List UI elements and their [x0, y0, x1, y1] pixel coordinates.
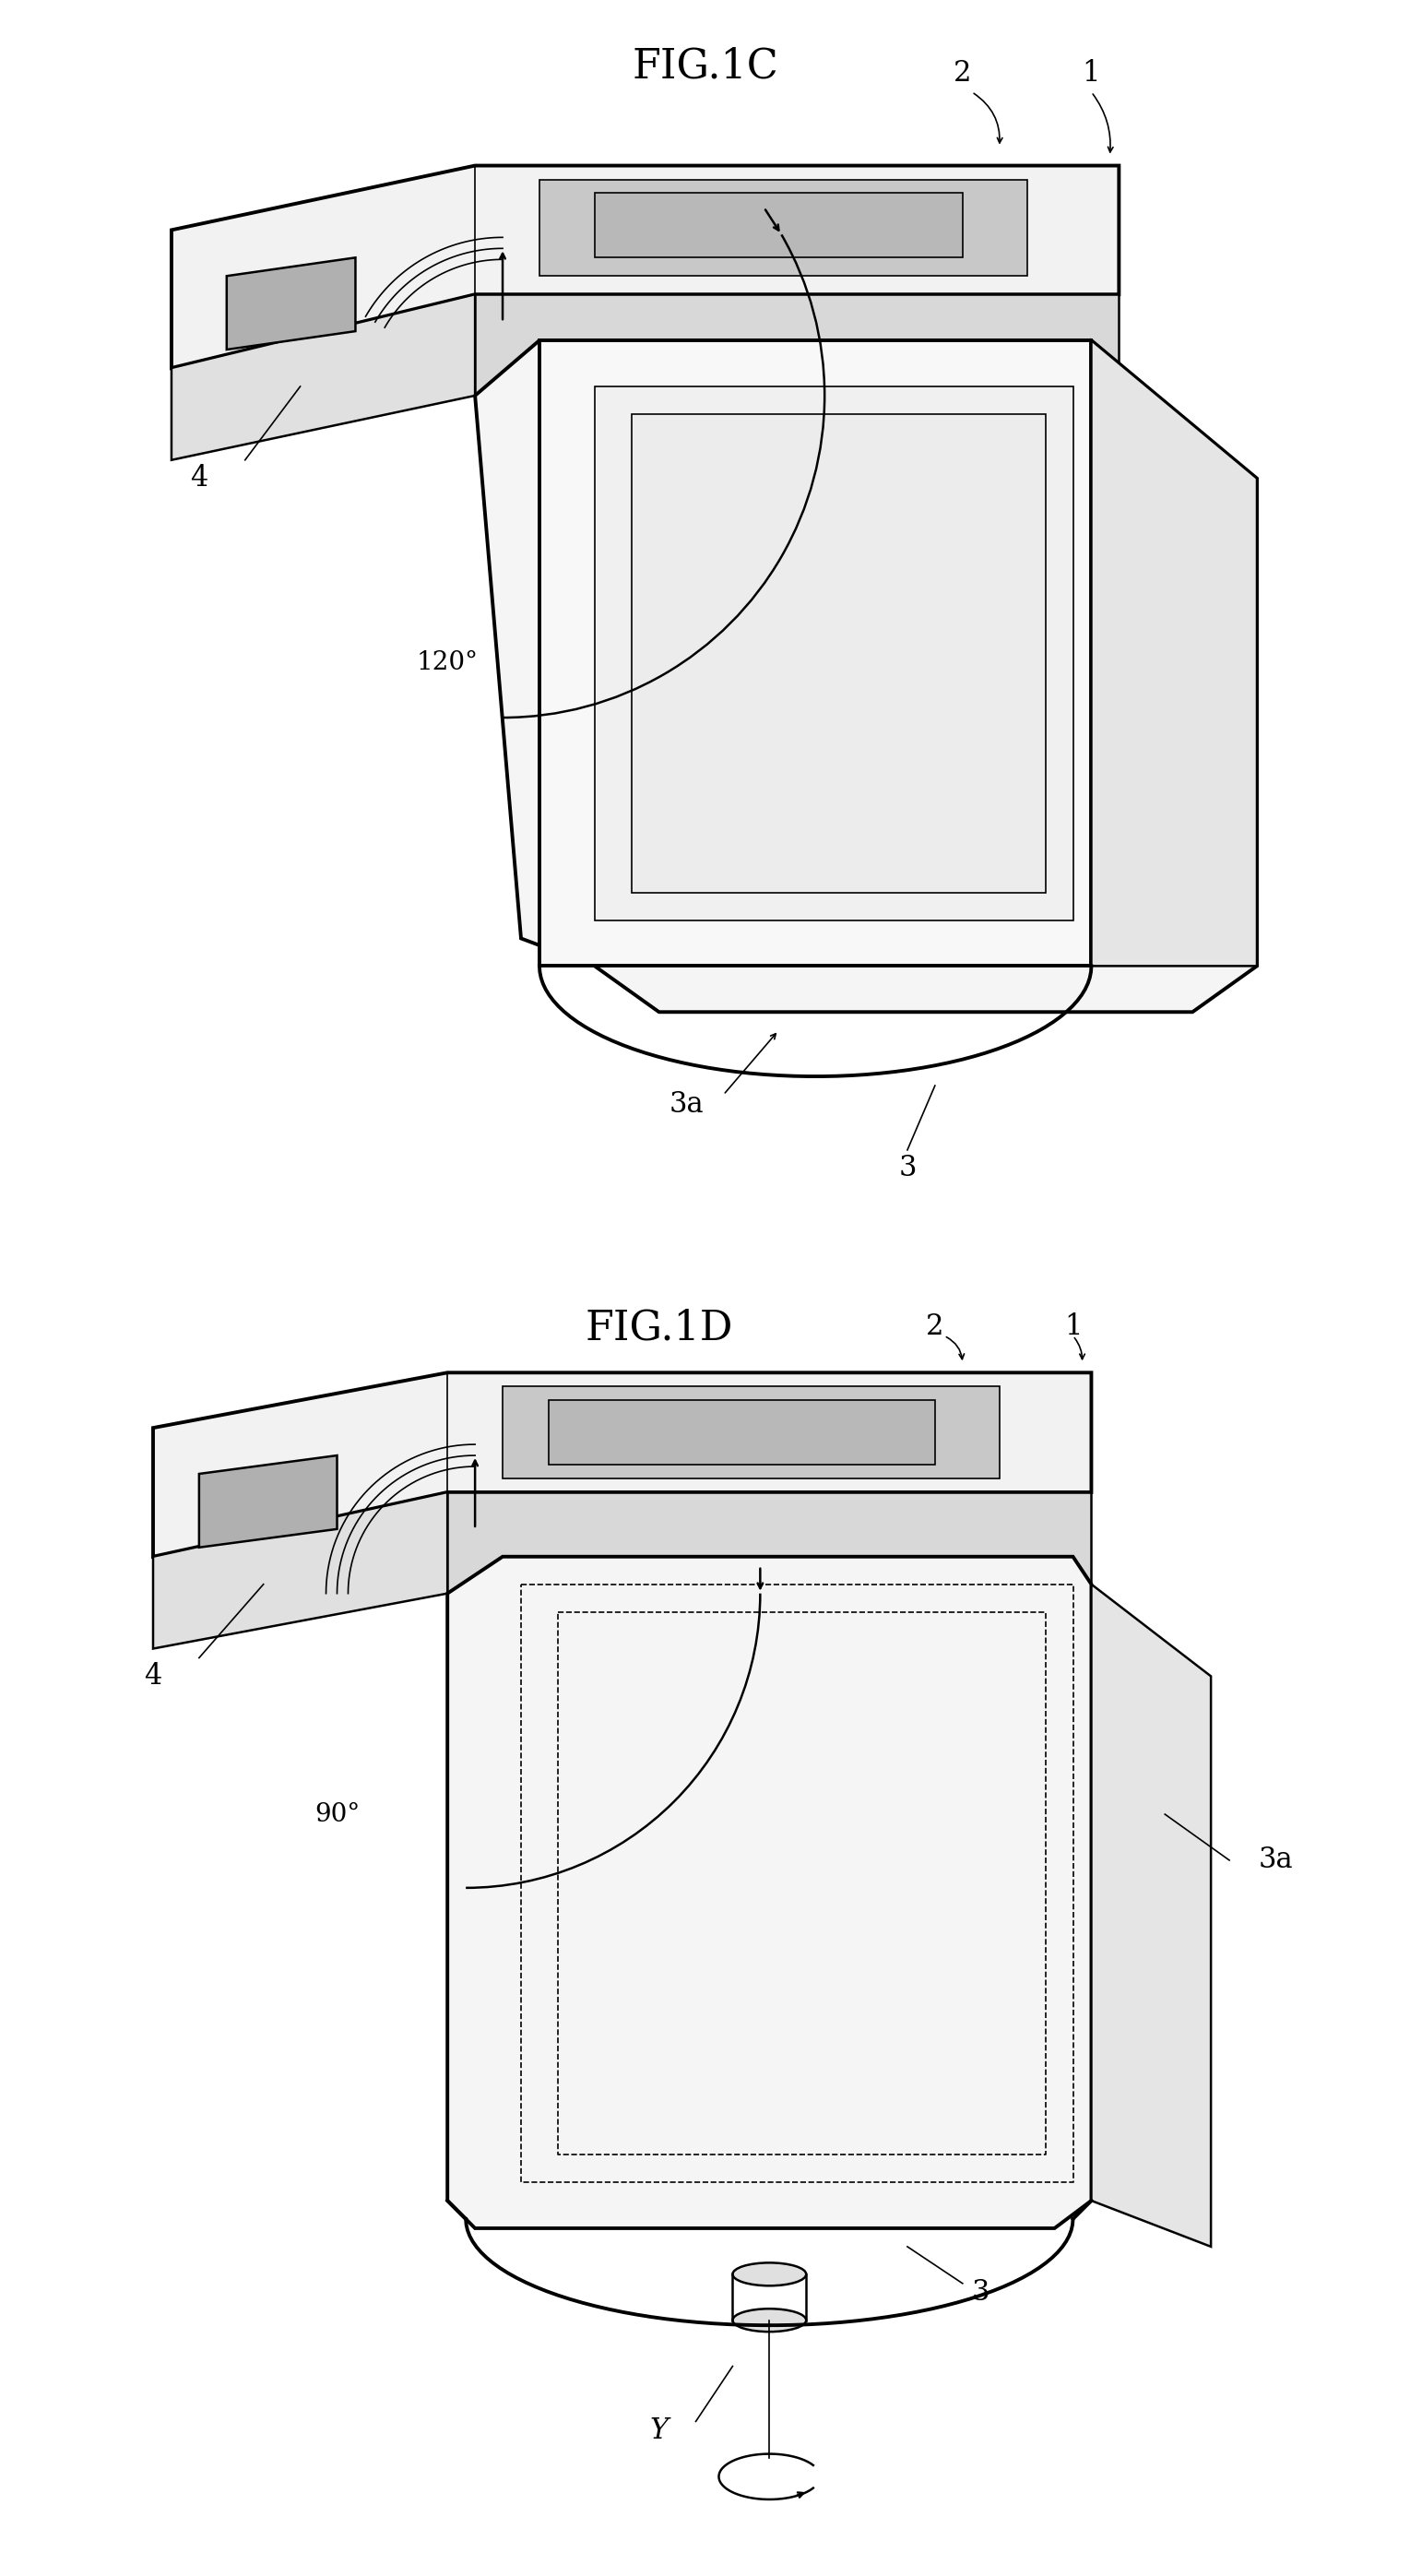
Polygon shape — [199, 1455, 337, 1548]
Polygon shape — [172, 294, 475, 461]
Text: 4: 4 — [144, 1662, 162, 1690]
Polygon shape — [1091, 1584, 1211, 2246]
Polygon shape — [1091, 340, 1256, 966]
Text: FIG.1C: FIG.1C — [632, 46, 778, 85]
Polygon shape — [475, 294, 1120, 397]
Polygon shape — [540, 340, 1091, 966]
Text: 3a: 3a — [1258, 1847, 1293, 1875]
Ellipse shape — [733, 2308, 807, 2331]
Ellipse shape — [733, 2262, 807, 2285]
Text: 2: 2 — [953, 59, 971, 88]
Text: 90°: 90° — [314, 1801, 360, 1826]
Text: 1: 1 — [1065, 1311, 1081, 1342]
Polygon shape — [154, 1492, 447, 1649]
Text: 120°: 120° — [416, 649, 478, 675]
Text: 3: 3 — [898, 1154, 917, 1182]
Polygon shape — [172, 165, 1120, 368]
Polygon shape — [595, 193, 963, 258]
Polygon shape — [595, 386, 1073, 920]
Text: Y: Y — [650, 2416, 668, 2445]
Text: 2: 2 — [926, 1311, 943, 1342]
Text: 3: 3 — [971, 2277, 990, 2308]
Polygon shape — [475, 340, 1256, 1012]
Text: FIG.1D: FIG.1D — [585, 1309, 733, 1347]
Polygon shape — [502, 1386, 1000, 1479]
Polygon shape — [540, 180, 1026, 276]
Text: 1: 1 — [1083, 59, 1100, 88]
Polygon shape — [154, 1373, 1091, 1556]
Text: 4: 4 — [190, 464, 207, 492]
Polygon shape — [447, 1492, 1091, 1595]
Polygon shape — [227, 258, 355, 350]
Polygon shape — [548, 1401, 935, 1466]
Text: 3a: 3a — [670, 1090, 704, 1118]
Polygon shape — [632, 415, 1045, 891]
Polygon shape — [447, 1556, 1091, 2228]
